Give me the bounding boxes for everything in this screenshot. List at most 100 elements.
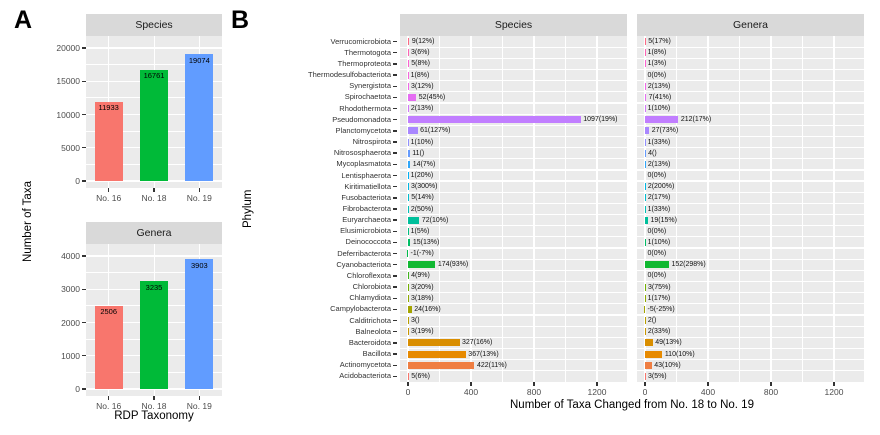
y-tick-label: 0 xyxy=(75,384,80,394)
panel-a-label: A xyxy=(14,6,33,34)
bar-value-label: 14(7%) xyxy=(412,160,436,168)
row-separator xyxy=(637,46,864,48)
x-tick-label: No. 19 xyxy=(186,193,212,203)
y-tick-mark xyxy=(393,107,397,110)
bar-value-label: 367(13%) xyxy=(468,350,499,358)
gridline-major xyxy=(833,36,835,382)
gridline-major xyxy=(770,36,772,382)
bar xyxy=(645,238,646,246)
row-separator xyxy=(400,57,627,59)
row-separator xyxy=(400,158,627,160)
bar-value-label: 1097(19%) xyxy=(583,116,618,124)
bar-value-label: 19074 xyxy=(188,55,210,65)
bar xyxy=(645,361,652,369)
bar-value-label: 1(20%) xyxy=(410,172,434,180)
bar xyxy=(645,60,646,68)
phylum-label: Chlorobiota xyxy=(352,282,391,292)
y-tick-mark xyxy=(393,185,397,188)
x-tick-label: No. 18 xyxy=(141,401,167,411)
bar xyxy=(645,194,646,202)
y-tick-label: 2000 xyxy=(61,317,80,328)
row-separator xyxy=(400,258,627,260)
bar-value-label: 1(17%) xyxy=(647,294,671,302)
bar xyxy=(408,283,409,291)
bar xyxy=(408,93,417,101)
x-tick-mark xyxy=(770,382,772,386)
x-tick-label: 400 xyxy=(463,387,479,397)
bar-value-label: 174(93%) xyxy=(437,261,469,269)
bar xyxy=(644,305,645,313)
y-tick-mark xyxy=(82,180,86,182)
y-tick-mark xyxy=(393,219,397,221)
panel-b-x-axis-title: Number of Taxa Changed from No. 18 to No… xyxy=(510,399,754,411)
phylum-label: Thermoproteota xyxy=(337,58,391,68)
row-separator xyxy=(400,169,627,171)
y-tick-mark xyxy=(393,286,397,288)
bar-value-label: 0(0%) xyxy=(647,272,667,280)
bar xyxy=(408,227,409,235)
phylum-label: Pseudomonadota xyxy=(332,114,391,124)
bar-value-label: 5(17%) xyxy=(648,38,671,46)
bar-value-label: 49(13%) xyxy=(655,339,682,347)
y-tick-mark xyxy=(82,288,86,290)
y-tick-mark xyxy=(393,241,397,244)
bar-value-label: 110(10%) xyxy=(664,350,695,358)
gridline-minor xyxy=(802,36,803,382)
row-separator xyxy=(637,213,864,216)
row-separator xyxy=(637,258,864,260)
row-separator xyxy=(400,314,627,316)
phylum-label: Chlamydiota xyxy=(349,293,391,303)
row-separator xyxy=(637,269,864,271)
bar xyxy=(408,194,409,202)
bar-value-label: 1(8%) xyxy=(647,49,667,57)
gridline-minor xyxy=(565,36,566,382)
row-separator xyxy=(637,202,864,204)
bar xyxy=(645,372,646,380)
bar-value-label: 3235 xyxy=(145,282,163,292)
bar xyxy=(645,317,646,325)
gridline-major xyxy=(86,388,222,390)
phylum-label: Deferribacterota xyxy=(337,248,391,258)
phylum-label: Calditrichota xyxy=(349,315,391,325)
bar-value-label: -1(-7%) xyxy=(410,250,434,258)
gridline-minor xyxy=(739,36,740,382)
gridline-minor xyxy=(439,36,440,382)
bar-value-label: 0(0%) xyxy=(647,71,667,79)
row-separator xyxy=(637,135,864,138)
row-separator xyxy=(400,359,627,361)
bar-value-label: 3(300%) xyxy=(410,183,438,191)
y-tick-mark xyxy=(393,40,397,43)
row-separator xyxy=(637,169,864,171)
bar xyxy=(408,127,418,135)
bar-value-label: 3(12%) xyxy=(410,82,434,90)
y-tick-mark xyxy=(82,355,86,357)
gridline-major xyxy=(644,36,646,382)
bar xyxy=(408,149,410,157)
bar-value-label: 1(8%) xyxy=(410,71,430,79)
bar-value-label: 2(200%) xyxy=(647,183,675,191)
bar-value-label: 72(10%) xyxy=(421,216,449,224)
plot-panel: 2506 3235 3903 xyxy=(86,244,222,396)
row-separator xyxy=(637,370,864,372)
y-tick-mark xyxy=(393,297,397,299)
bar xyxy=(408,60,409,68)
phylum-label: Thermotogota xyxy=(344,47,391,57)
y-tick-mark xyxy=(393,364,397,366)
row-separator xyxy=(637,191,864,193)
bar xyxy=(645,93,647,101)
x-tick-mark xyxy=(198,188,200,192)
y-tick-label: 3000 xyxy=(61,284,80,295)
bar xyxy=(185,259,214,389)
row-separator xyxy=(637,292,864,294)
y-tick-mark xyxy=(393,331,397,333)
y-tick-mark xyxy=(393,74,397,76)
row-separator xyxy=(637,347,864,350)
bar-value-label: 2(13%) xyxy=(410,105,434,113)
x-tick-label: 1200 xyxy=(824,387,844,397)
phylum-label: Campylobacterota xyxy=(330,304,391,314)
row-separator xyxy=(400,325,627,327)
panel-a-y-axis-title: Number of Taxa xyxy=(22,181,34,262)
x-tick-label: 800 xyxy=(763,387,779,397)
gridline-minor xyxy=(86,272,222,274)
bar xyxy=(408,294,409,302)
